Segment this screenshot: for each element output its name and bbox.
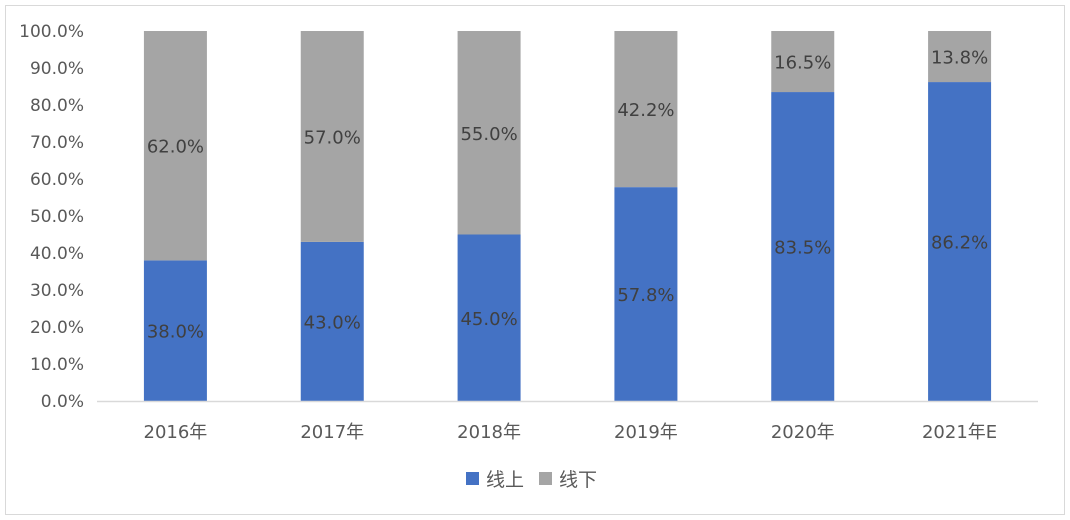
x-tick-label: 2019年 <box>614 422 678 443</box>
y-tick-label: 30.0% <box>30 281 84 301</box>
bar-offline <box>928 31 992 83</box>
bar-offline <box>614 31 678 188</box>
y-tick-label: 40.0% <box>30 244 84 264</box>
bar-offline <box>300 31 364 242</box>
data-label: 83.5% <box>774 238 831 259</box>
data-label: 42.2% <box>617 100 674 121</box>
bar-online <box>143 260 207 401</box>
legend-swatch-online <box>466 472 479 485</box>
x-tick-label: 2020年 <box>771 422 835 443</box>
y-tick-label: 90.0% <box>30 59 84 79</box>
y-tick-label: 80.0% <box>30 96 84 116</box>
data-label: 55.0% <box>460 124 517 145</box>
y-tick-label: 60.0% <box>30 170 84 190</box>
bars: 38.0% 62.0% 43.0% 57.0% 45.0% 55.0% 57.8% 42.2%… <box>143 31 992 402</box>
data-label: 62.0% <box>147 137 204 158</box>
bar-online <box>300 241 364 401</box>
data-label: 16.5% <box>774 53 831 74</box>
x-tick-label: 2021年E <box>922 422 997 443</box>
legend-label-offline: 线下 <box>559 469 597 491</box>
bar-online <box>614 187 678 401</box>
data-label: 57.0% <box>304 127 361 148</box>
data-label: 86.2% <box>931 233 988 254</box>
y-tick-label: 70.0% <box>30 133 84 153</box>
data-label: 13.8% <box>931 48 988 69</box>
x-tick-label: 2018年 <box>457 422 521 443</box>
x-tick-label: 2016年 <box>144 422 208 443</box>
legend: 线上 线下 <box>466 469 597 491</box>
y-tick-label: 10.0% <box>30 355 84 375</box>
y-tick-label: 0.0% <box>41 392 84 412</box>
bar-online <box>771 92 835 402</box>
y-axis: 0.0% 10.0% 20.0% 30.0% 40.0% 50.0% 60.0% 70.0% 8… <box>19 22 84 412</box>
legend-label-online: 线上 <box>486 469 524 491</box>
y-tick-label: 100.0% <box>19 22 84 42</box>
data-label: 38.0% <box>147 322 204 343</box>
data-label: 45.0% <box>460 309 517 330</box>
x-axis: 2016年 2017年 2018年 2019年 2020年 2021年E <box>97 400 1038 443</box>
bar-offline <box>143 31 207 261</box>
data-label: 43.0% <box>304 312 361 333</box>
legend-swatch-offline <box>539 472 552 485</box>
bar-online <box>457 234 521 401</box>
y-tick-label: 50.0% <box>30 207 84 227</box>
bar-offline <box>457 31 521 235</box>
bar-online <box>928 82 992 401</box>
data-label: 57.8% <box>617 285 674 306</box>
y-tick-label: 20.0% <box>30 318 84 338</box>
x-tick-label: 2017年 <box>300 422 364 443</box>
bar-offline <box>771 31 835 93</box>
